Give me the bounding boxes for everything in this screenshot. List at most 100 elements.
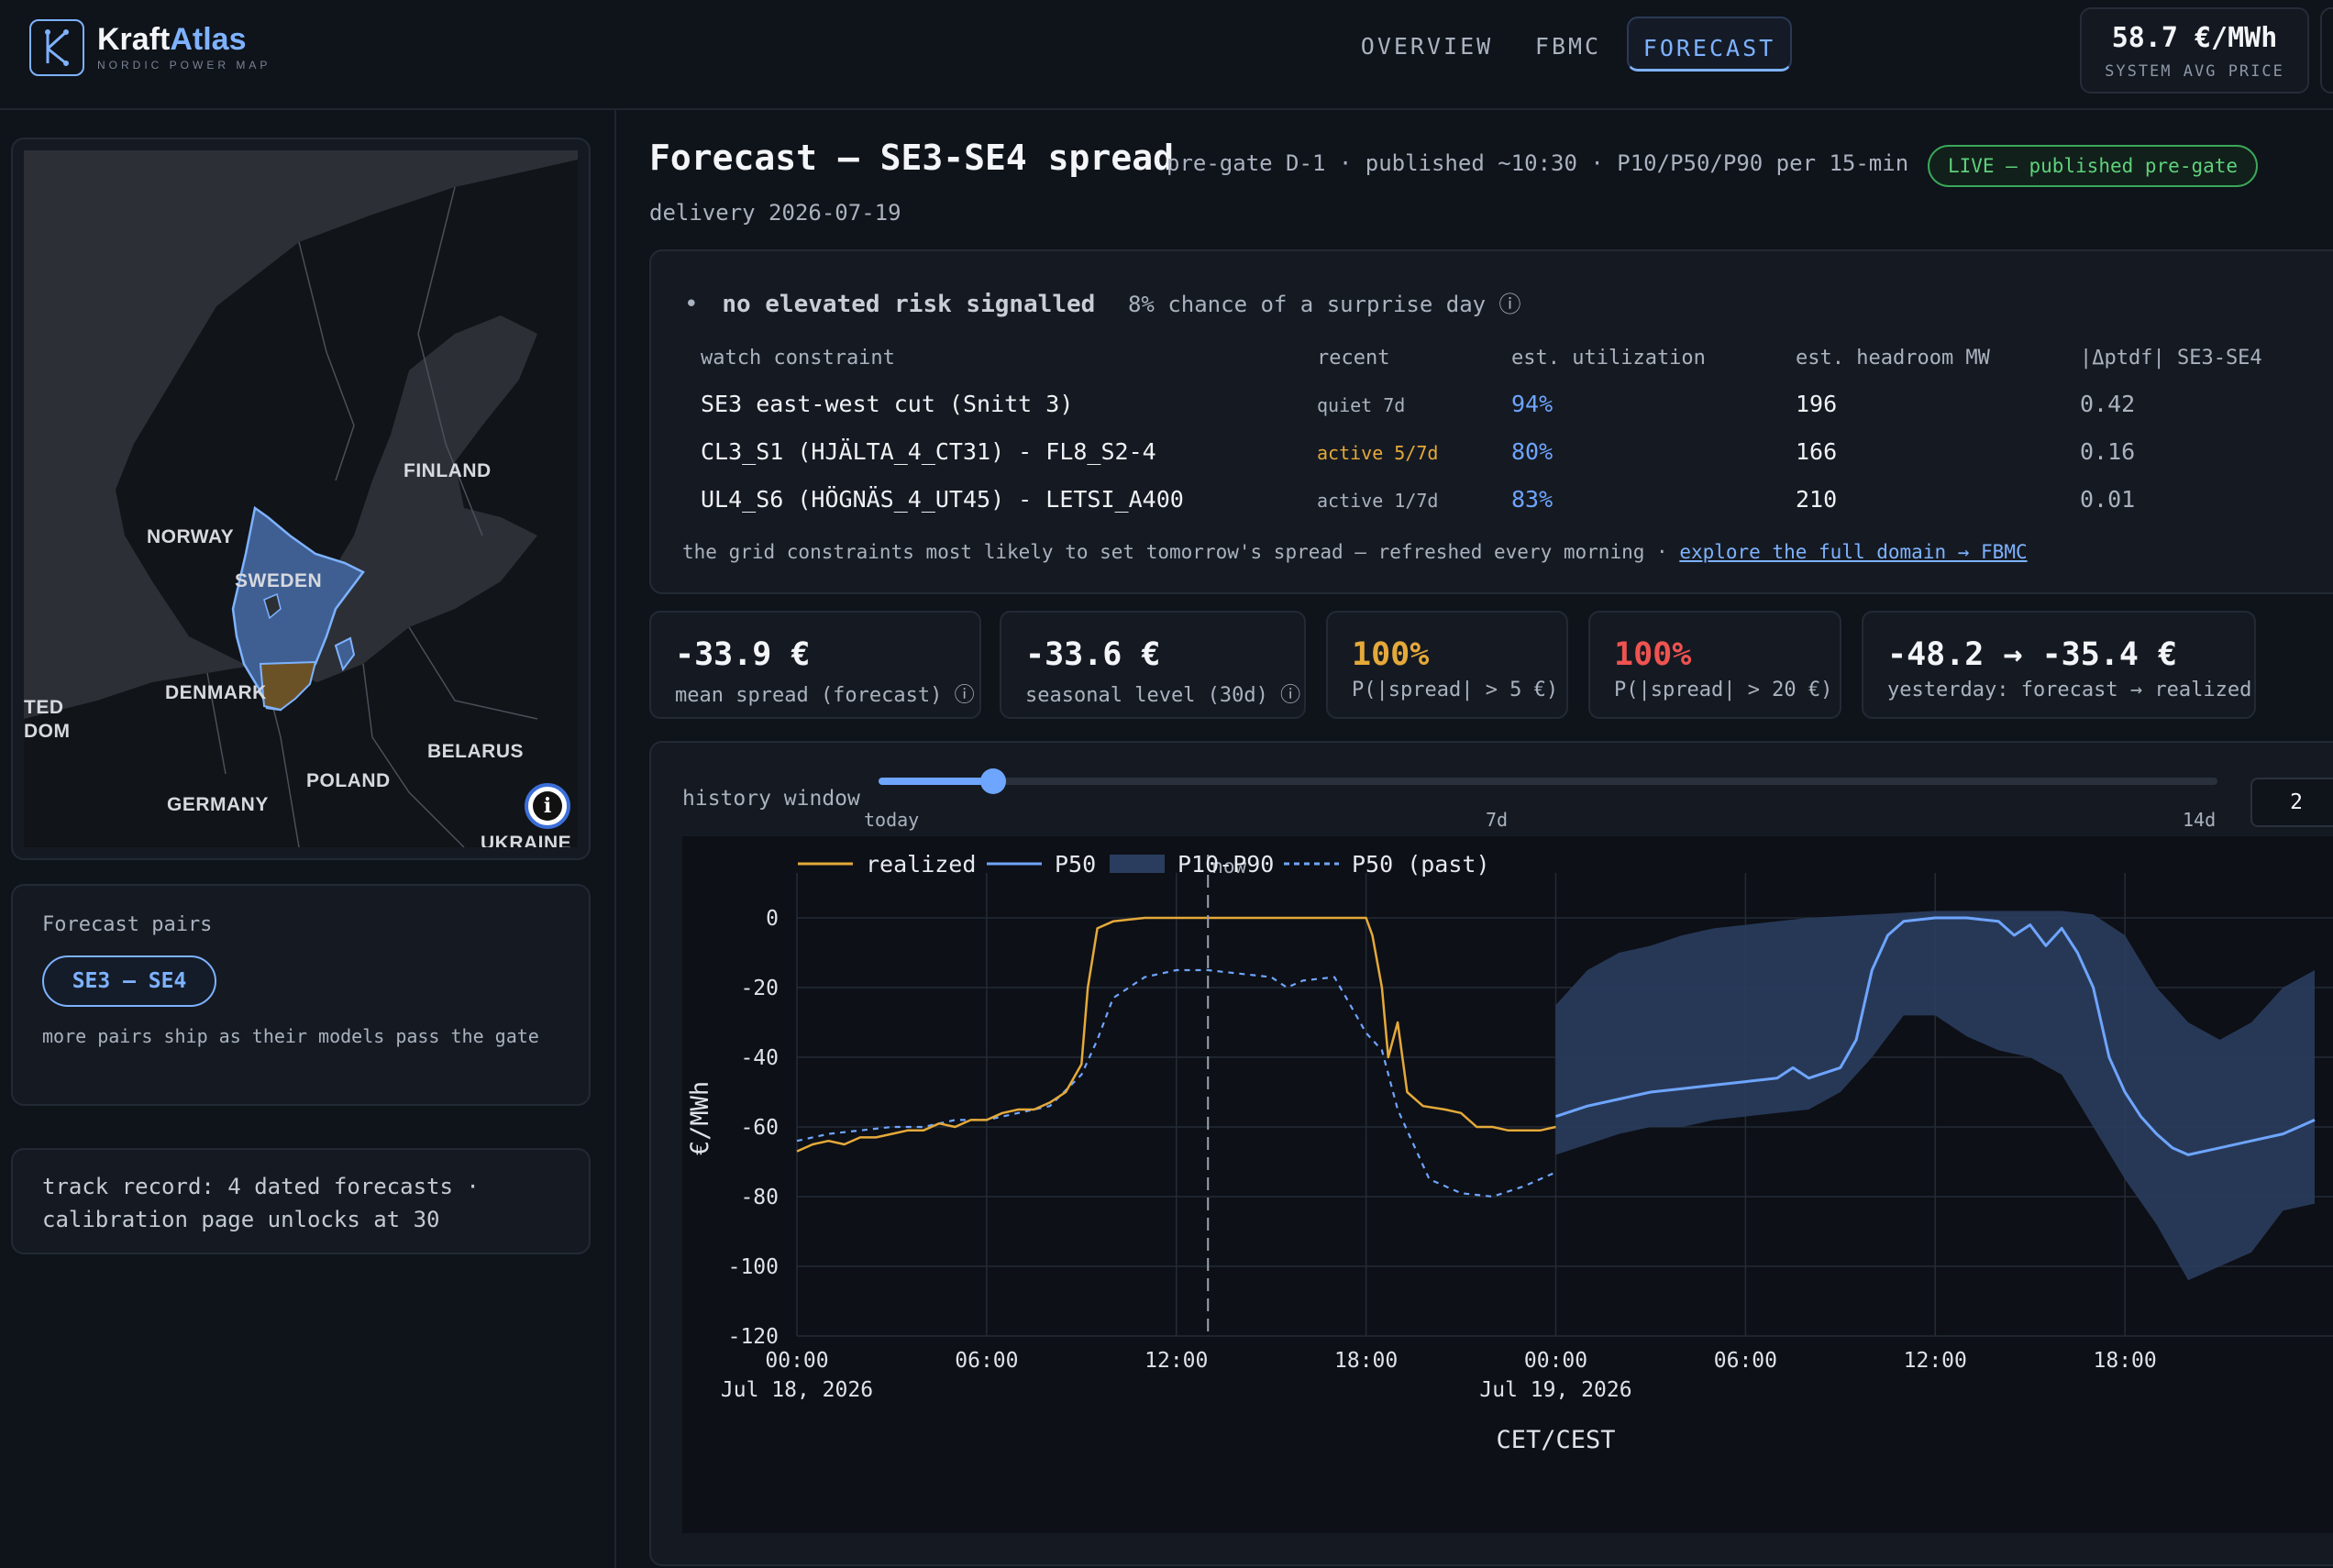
slider-tick-7d: 7d [1486, 809, 1509, 831]
row-recent: active 1/7d [1317, 490, 1439, 512]
x-tick-label: 06:00 [955, 1349, 1018, 1373]
chart-card: history window today 7d 14d 2 0 -20 -40 -60… [649, 741, 2333, 1566]
y-axis-title: €/MWh [686, 1081, 714, 1155]
stat-value: -48.2 → -35.4 € [1887, 636, 2178, 673]
stat-label[interactable]: seasonal level (30d) ⓘ [1025, 684, 1301, 707]
system-price-label: SYSTEM AVG PRICE [2105, 62, 2284, 81]
risk-card: • no elevated risk signalled 8% chance o… [649, 249, 2333, 594]
y-tick-label: -20 [740, 977, 779, 1000]
row-ptdf: 0.16 [2080, 438, 2136, 465]
brand-name[interactable]: KraftAtlas [97, 22, 246, 58]
live-status-badge: LIVE — published pre-gate [1928, 145, 2258, 187]
legend-label: P10-P90 [1178, 851, 1274, 878]
y-tick-label: -60 [740, 1116, 779, 1140]
stat-value: -33.6 € [1025, 636, 1161, 673]
legend-label: P50 (past) [1352, 851, 1490, 878]
brand-first: Kraft [97, 22, 171, 57]
page-title: Forecast — SE3-SE4 spread [649, 138, 1174, 178]
sidebar-divider [614, 108, 616, 1568]
row-headroom: 166 [1796, 438, 1838, 465]
header-extra-box [2320, 7, 2333, 94]
p10-p90-band [1555, 911, 2315, 1281]
series-p50 [1555, 916, 2316, 1156]
map-label-poland: POLAND [306, 770, 391, 791]
stat-label: P(|spread| > 5 €) [1352, 679, 1559, 701]
y-tick-label: -100 [728, 1255, 779, 1279]
stat-value: -33.9 € [675, 636, 811, 673]
series-p50-past- [796, 968, 1556, 1198]
map-card: FINLAND NORWAY SWEDEN DENMARK BELARUS PO… [11, 138, 591, 860]
x-axis-title: CET/CEST [1496, 1426, 1615, 1454]
logo-mark [45, 29, 69, 66]
delivery-date: delivery 2026-07-19 [649, 200, 901, 226]
row-recent: quiet 7d [1317, 394, 1406, 416]
risk-note: the grid constraints most likely to set … [682, 541, 2028, 563]
row-utilization: 80% [1511, 438, 1553, 465]
nordic-map[interactable]: FINLAND NORWAY SWEDEN DENMARK BELARUS PO… [24, 150, 578, 847]
risk-headline-row: • no elevated risk signalled 8% chance o… [684, 286, 1521, 318]
now-marker-label: now [1211, 856, 1246, 878]
risk-chance[interactable]: 8% chance of a surprise day ⓘ [1127, 292, 1521, 317]
row-utilization: 83% [1511, 486, 1553, 513]
chart-legend: realized P50 P10-P90 P50 (past) [798, 851, 1490, 878]
x-tick-label: 18:00 [2094, 1349, 2157, 1373]
risk-headline: no elevated risk signalled [722, 291, 1096, 318]
map-label-ukraine: UKRAINE [481, 833, 572, 847]
map-label-germany: GERMANY [167, 794, 269, 815]
map-svg [24, 150, 578, 847]
system-price-box: 58.7 €/MWh SYSTEM AVG PRICE [2080, 7, 2309, 94]
slider-tick-today: today [864, 809, 920, 831]
history-slider-handle[interactable] [980, 768, 1007, 794]
top-bar: KraftAtlas NORDIC POWER MAP OVERVIEW FBM… [0, 0, 2333, 110]
stat-label[interactable]: mean spread (forecast) ⓘ [675, 684, 975, 707]
row-headroom: 210 [1796, 486, 1838, 513]
tab-forecast[interactable]: FORECAST [1627, 17, 1792, 72]
map-label-uk-part1: TED [24, 697, 64, 718]
risk-note-text: the grid constraints most likely to set … [682, 541, 1680, 563]
stat-card-mean-spread: -33.9 € mean spread (forecast) ⓘ [649, 611, 981, 719]
chart-lines-layer [796, 916, 2316, 1198]
history-slider-fill [879, 778, 994, 785]
tab-overview[interactable]: OVERVIEW [1360, 33, 1494, 60]
row-headroom: 196 [1796, 391, 1838, 417]
system-price-value: 58.7 €/MWh [2111, 22, 2278, 54]
track-record-card: track record: 4 dated forecasts · calibr… [11, 1148, 591, 1254]
y-tick-label: 0 [766, 907, 779, 931]
map-info-button[interactable]: i [525, 783, 570, 829]
row-recent: active 5/7d [1317, 442, 1439, 464]
page-subtitle: pre-gate D-1 · published ~10:30 · P10/P5… [1166, 150, 1909, 176]
row-constraint-name: UL4_S6 (HÖGNÄS_4_UT45) - LETSI_A400 [701, 486, 1184, 513]
map-label-uk-part2: DOM [24, 721, 71, 742]
tab-fbmc[interactable]: FBMC [1534, 33, 1602, 60]
info-icon: i [533, 791, 562, 821]
x-tick-label: 00:00 [765, 1349, 828, 1373]
map-label-finland: FINLAND [404, 460, 492, 481]
x-tick-label: 00:00 [1524, 1349, 1587, 1373]
stat-label: yesterday: forecast → realized [1887, 679, 2252, 701]
history-slider[interactable] [879, 768, 2217, 794]
map-label-norway: NORWAY [147, 526, 235, 547]
stat-card-seasonal: -33.6 € seasonal level (30d) ⓘ [1000, 611, 1306, 719]
row-constraint-name: SE3 east-west cut (Snitt 3) [701, 391, 1074, 417]
logo-icon[interactable] [29, 19, 84, 76]
history-window-label: history window [682, 787, 860, 811]
y-tick-label: -40 [740, 1046, 779, 1070]
brand-tagline: NORDIC POWER MAP [97, 59, 271, 72]
slider-tick-14d: 14d [2183, 809, 2217, 831]
explore-fbmc-link[interactable]: explore the full domain → FBMC [1679, 541, 2028, 563]
col-headroom: est. headroom MW [1796, 347, 1990, 370]
col-recent: recent [1317, 347, 1390, 370]
x-tick-label: 18:00 [1334, 1349, 1398, 1373]
map-label-sweden: SWEDEN [235, 570, 323, 591]
brand-second: Atlas [170, 22, 247, 57]
chart-band-layer [1555, 911, 2315, 1281]
y-tick-label: -120 [728, 1325, 779, 1349]
history-window-input[interactable]: 2 [2250, 778, 2333, 827]
col-watch-constraint: watch constraint [701, 347, 895, 370]
pair-chip-se3-se4[interactable]: SE3 – SE4 [42, 955, 216, 1007]
row-constraint-name: CL3_S1 (HJÄLTA_4_CT31) - FL8_S2-4 [701, 438, 1156, 465]
row-ptdf: 0.42 [2080, 391, 2136, 417]
stat-card-p-20: 100% P(|spread| > 20 €) [1588, 611, 1841, 719]
